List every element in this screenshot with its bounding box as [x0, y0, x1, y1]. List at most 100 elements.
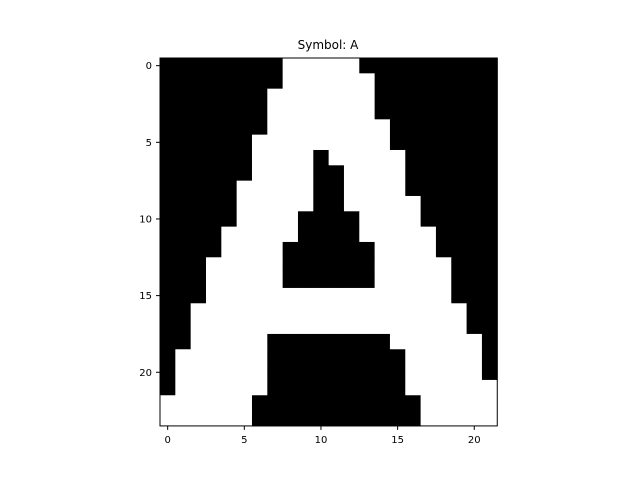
heatmap-cell	[481, 180, 498, 197]
heatmap-cell	[267, 149, 284, 166]
x-tick-label: 20	[468, 435, 481, 446]
heatmap-cell	[282, 73, 299, 90]
heatmap-cell	[481, 379, 498, 396]
heatmap-cell	[328, 58, 345, 74]
heatmap-cell	[190, 272, 207, 289]
heatmap-cell	[435, 410, 452, 427]
heatmap-cell	[175, 211, 192, 228]
heatmap-cell	[389, 272, 406, 289]
heatmap-cell	[236, 257, 253, 274]
heatmap-cell	[389, 379, 406, 396]
heatmap-cell	[389, 149, 406, 166]
heatmap-cell	[205, 226, 222, 243]
heatmap-cell	[481, 241, 498, 258]
heatmap-cell	[175, 73, 192, 90]
heatmap-cell	[405, 333, 422, 350]
heatmap-cell	[251, 165, 268, 182]
heatmap-cell	[313, 211, 330, 228]
heatmap-cell	[282, 349, 299, 365]
heatmap-cell	[328, 257, 345, 274]
heatmap-cell	[175, 318, 192, 335]
heatmap-cell	[435, 165, 452, 182]
heatmap-cell	[389, 58, 406, 74]
heatmap-cell	[328, 364, 345, 381]
heatmap-cell	[374, 303, 391, 320]
heatmap-cell	[267, 180, 284, 197]
heatmap-cell	[466, 134, 483, 151]
heatmap-cell	[251, 211, 268, 228]
heatmap-cell	[405, 272, 422, 289]
heatmap-cell	[313, 195, 330, 212]
heatmap-cell	[389, 395, 406, 411]
heatmap-cell	[175, 410, 192, 427]
heatmap-cell	[359, 226, 376, 243]
heatmap-cell	[175, 134, 192, 151]
heatmap-cell	[420, 226, 437, 243]
heatmap-cell	[313, 226, 330, 243]
heatmap-cell	[282, 180, 299, 197]
heatmap-cell	[175, 395, 192, 411]
heatmap-cell	[267, 379, 284, 396]
heatmap-cell	[267, 349, 284, 365]
heatmap-cell	[297, 226, 314, 243]
heatmap-cell	[451, 88, 467, 105]
heatmap-cell	[328, 333, 345, 350]
heatmap-cell	[267, 395, 284, 411]
heatmap-cell	[282, 226, 299, 243]
heatmap-cell	[343, 134, 360, 151]
heatmap-cell	[466, 119, 483, 136]
heatmap-cell	[221, 149, 238, 166]
heatmap-cell	[374, 211, 391, 228]
heatmap-cell	[267, 364, 284, 381]
heatmap-cell	[221, 333, 238, 350]
heatmap-cell	[343, 226, 360, 243]
heatmap-cell	[221, 303, 238, 320]
heatmap-cell	[267, 257, 284, 274]
heatmap-cell	[297, 395, 314, 411]
heatmap-cell	[160, 58, 176, 74]
heatmap-cell	[251, 318, 268, 335]
heatmap-cell	[389, 241, 406, 258]
heatmap-cell	[313, 272, 330, 289]
heatmap-cell	[343, 272, 360, 289]
heatmap-cell	[160, 226, 176, 243]
heatmap-cell	[343, 333, 360, 350]
heatmap-cell	[435, 303, 452, 320]
heatmap-cell	[405, 349, 422, 365]
heatmap-cell	[359, 134, 376, 151]
heatmap-cell	[221, 410, 238, 427]
heatmap-cell	[374, 241, 391, 258]
heatmap-cell	[435, 149, 452, 166]
heatmap-cell	[435, 364, 452, 381]
heatmap-cell	[160, 103, 176, 120]
heatmap-cell	[205, 180, 222, 197]
heatmap-cell	[205, 257, 222, 274]
x-tick-label: 0	[164, 435, 170, 446]
heatmap-cell	[451, 241, 467, 258]
heatmap-cell	[190, 119, 207, 136]
heatmap-cell	[313, 165, 330, 182]
heatmap-cell	[466, 287, 483, 304]
heatmap-cell	[282, 272, 299, 289]
heatmap-cell	[389, 257, 406, 274]
heatmap-cell	[420, 333, 437, 350]
heatmap-cell	[343, 165, 360, 182]
heatmap-cell	[236, 333, 253, 350]
heatmap-cell	[343, 211, 360, 228]
heatmap-cell	[420, 88, 437, 105]
heatmap-cell	[221, 211, 238, 228]
heatmap-cell	[175, 287, 192, 304]
heatmap-cell	[205, 58, 222, 74]
heatmap-cell	[374, 119, 391, 136]
heatmap-cell	[466, 410, 483, 427]
heatmap-cell	[420, 257, 437, 274]
heatmap-cell	[251, 241, 268, 258]
heatmap-cell	[297, 134, 314, 151]
heatmap-cell	[389, 287, 406, 304]
heatmap-cell	[190, 180, 207, 197]
heatmap-cell	[374, 257, 391, 274]
heatmap-cell	[160, 241, 176, 258]
heatmap-cell	[297, 180, 314, 197]
heatmap-cell	[251, 287, 268, 304]
heatmap-cell	[175, 119, 192, 136]
